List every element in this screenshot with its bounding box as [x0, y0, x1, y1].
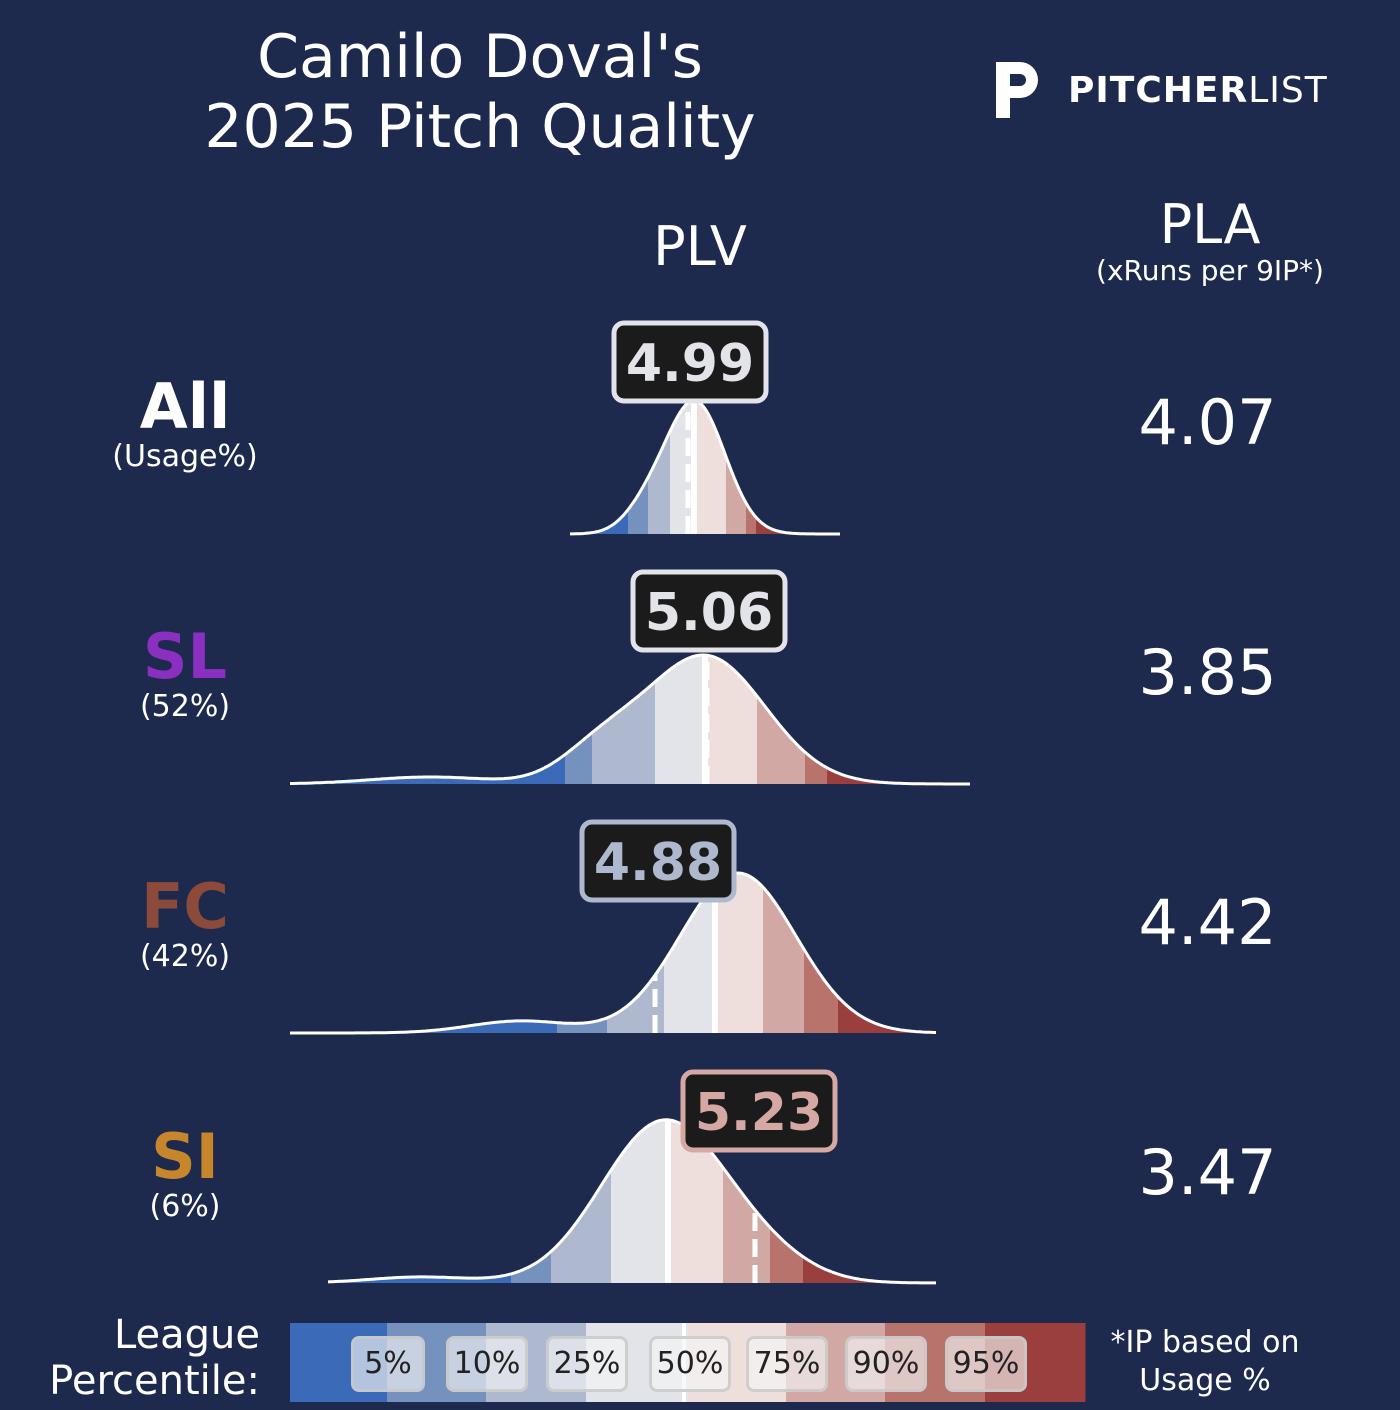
- legend-percentile-label: 75%: [746, 1336, 828, 1392]
- pitcherlist-p-icon: [996, 62, 1038, 118]
- plv-value: 4.99: [626, 334, 754, 394]
- pla-header-subtitle: (xRuns per 9IP*): [1096, 254, 1324, 287]
- density-curve: [327, 1118, 936, 1285]
- footnote-line-1: *IP based on: [1110, 1325, 1300, 1360]
- density-sl: [290, 655, 970, 784]
- pitch-name: SI: [151, 1120, 219, 1193]
- title-line-2: 2025 Pitch Quality: [204, 92, 756, 162]
- percentile-band: [328, 1119, 512, 1283]
- pla-value-sl: 3.85: [1138, 636, 1277, 709]
- plv-value: 4.88: [594, 833, 722, 893]
- plv-value-box: [630, 569, 788, 653]
- row-label-si: SI (6%): [60, 1124, 310, 1224]
- percentile-band: [290, 655, 566, 784]
- legend-label-line-1: League: [113, 1312, 260, 1358]
- percentile-band: [511, 1119, 552, 1283]
- plv-value-box: [680, 1069, 838, 1153]
- percentile-band: [756, 400, 840, 534]
- row-label-sl: SL (52%): [60, 624, 310, 724]
- legend-label: League Percentile:: [20, 1312, 260, 1404]
- median-line: [665, 1119, 671, 1283]
- logo-text: PITCHERLIST: [1068, 69, 1328, 111]
- legend-percentile-label: 25%: [546, 1336, 628, 1392]
- percentile-band: [551, 1119, 612, 1283]
- density-curve: [290, 871, 936, 1035]
- percentile-band: [763, 873, 805, 1033]
- plv-header: PLV: [653, 215, 747, 278]
- percentile-band: [838, 873, 936, 1033]
- pitch-usage: (52%): [139, 689, 231, 724]
- density-si: [328, 1119, 936, 1283]
- row-label-all: All (Usage%): [60, 374, 310, 474]
- legend-label-line-2: Percentile:: [49, 1358, 260, 1404]
- footnote-line-2: Usage %: [1139, 1363, 1271, 1398]
- pitch-usage: (42%): [139, 939, 231, 974]
- density-curve: [570, 399, 840, 536]
- plv-value: 5.06: [645, 583, 773, 643]
- median-line: [712, 873, 718, 1033]
- footnote: *IP based on Usage %: [1090, 1324, 1320, 1400]
- chart-title: Camilo Doval's 2025 Pitch Quality: [150, 22, 810, 162]
- title-line-1: Camilo Doval's: [257, 22, 703, 92]
- pla-value-all: 4.07: [1138, 386, 1277, 459]
- median-line: [691, 400, 697, 534]
- pitch-usage: (Usage%): [112, 439, 258, 474]
- pitch-name: FC: [141, 870, 229, 943]
- plv-value-box: [611, 320, 769, 404]
- legend-percentile-label: 10%: [446, 1336, 528, 1392]
- legend-percentile-label: 5%: [351, 1336, 425, 1392]
- pitch-usage: (6%): [149, 1189, 221, 1224]
- percentile-band: [805, 655, 828, 784]
- legend-percentile-label: 50%: [649, 1336, 731, 1392]
- plv-value-box: [579, 819, 737, 903]
- pla-value-fc: 4.42: [1138, 886, 1277, 959]
- density-curve: [290, 653, 970, 786]
- pla-header-title: PLA: [1159, 193, 1261, 256]
- legend-percentile-label: 95%: [945, 1336, 1027, 1392]
- percentile-band: [290, 873, 558, 1033]
- percentile-band: [827, 655, 970, 784]
- pla-header: PLA (xRuns per 9IP*): [1060, 195, 1360, 287]
- percentile-band: [565, 655, 593, 784]
- pla-value-si: 3.47: [1138, 1136, 1277, 1209]
- pitcherlist-logo: PITCHERLIST: [990, 58, 1328, 122]
- row-label-fc: FC (42%): [60, 874, 310, 974]
- legend-percentile-label: 90%: [845, 1336, 927, 1392]
- percentile-band: [804, 873, 839, 1033]
- plv-value: 5.23: [695, 1083, 823, 1143]
- pitch-name: All: [139, 370, 231, 443]
- pitch-name: SL: [142, 620, 228, 693]
